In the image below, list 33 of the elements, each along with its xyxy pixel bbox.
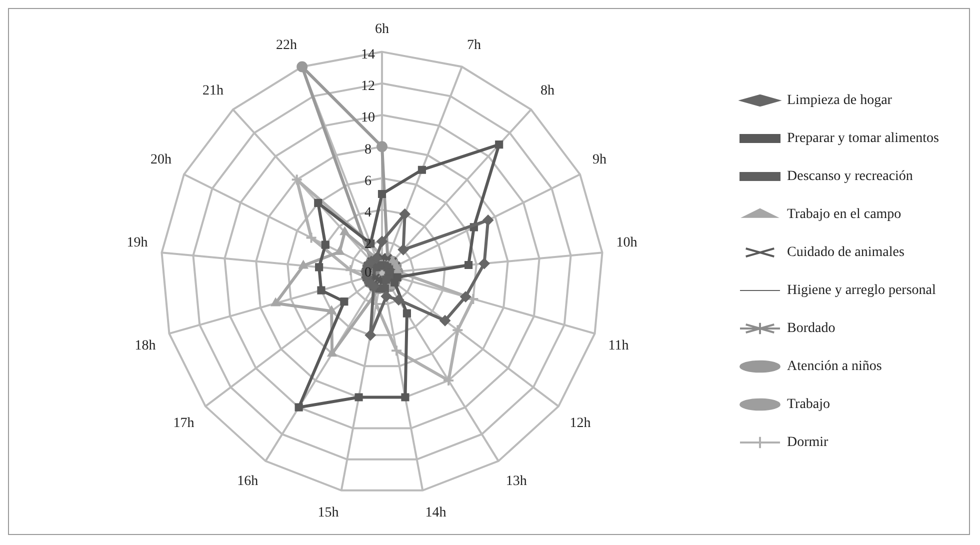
y-tick-label: 4 bbox=[364, 205, 372, 220]
spoke-label: 9h bbox=[592, 152, 607, 168]
legend-label: Dormir bbox=[786, 435, 829, 450]
y-tick-label: 10 bbox=[361, 110, 375, 126]
spoke-label: 19h bbox=[126, 236, 148, 251]
spoke-label: 16h bbox=[237, 474, 258, 490]
legend-label: Limpieza de hogar bbox=[786, 93, 892, 108]
spoke-label: 12h bbox=[570, 416, 591, 431]
legend-label: Bordado bbox=[786, 321, 836, 336]
spoke-label: 15h bbox=[318, 505, 339, 520]
legend-label: Cuidado de animales bbox=[786, 245, 904, 260]
legend-label: Preparar y tomar alimentos bbox=[786, 131, 940, 146]
spoke-label: 21h bbox=[202, 83, 224, 98]
spoke-label: 22h bbox=[276, 38, 298, 53]
y-tick-label: 14 bbox=[361, 47, 375, 62]
y-tick-label: 8 bbox=[364, 142, 372, 158]
spoke-label: 10h bbox=[616, 236, 638, 251]
spoke-label: 13h bbox=[506, 474, 527, 490]
spoke-label: 6h bbox=[375, 22, 389, 38]
spoke-label: 17h bbox=[173, 416, 194, 431]
spoke-label: 11h bbox=[608, 338, 629, 354]
legend-label: Trabajo en el campo bbox=[786, 207, 902, 222]
legend-label: Descanso y recreación bbox=[786, 169, 913, 184]
spoke-label: 8h bbox=[540, 83, 554, 98]
legend-label: Trabajo bbox=[786, 397, 830, 412]
y-tick-label: 12 bbox=[361, 79, 375, 94]
legend-label: Atención a niños bbox=[786, 359, 882, 374]
spoke-label: 14h bbox=[425, 505, 446, 520]
spoke-label: 20h bbox=[150, 152, 172, 168]
spoke-label: 18h bbox=[134, 338, 156, 354]
legend-label: Higiene y arreglo personal bbox=[786, 283, 936, 298]
spoke-label: 7h bbox=[466, 38, 481, 53]
y-tick-label: 6 bbox=[364, 174, 372, 189]
